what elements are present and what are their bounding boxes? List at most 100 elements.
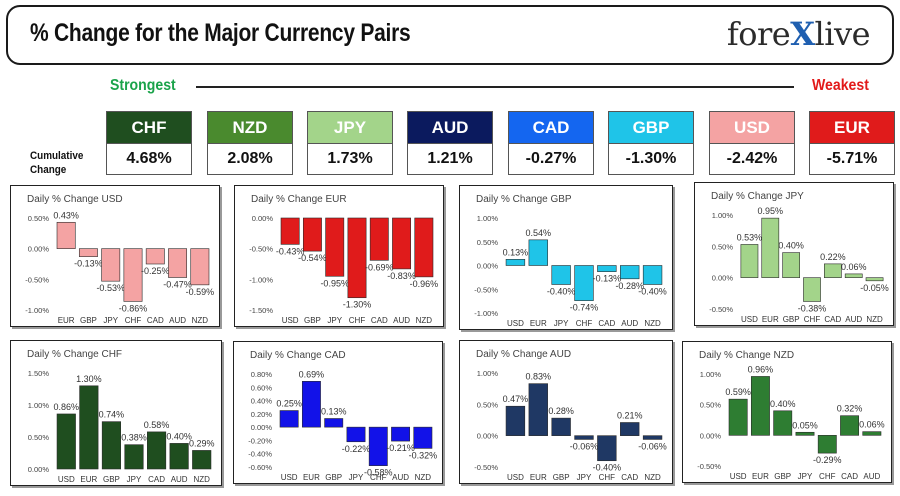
data-label: 0.22% [820, 252, 846, 262]
bar-aud [169, 443, 189, 470]
bar-eur [528, 239, 548, 266]
y-tick-label: -1.00% [249, 275, 273, 284]
chart-cad: Daily % Change CAD0.80%0.60%0.40%0.20%0.… [248, 350, 437, 482]
y-tick-label: 0.00% [252, 214, 274, 223]
data-label: 0.96% [748, 364, 774, 374]
y-tick-label: -0.50% [249, 245, 273, 254]
rank-value: 1.21% [427, 150, 473, 167]
header-banner: % Change for the Major Currency Pairs fo… [6, 5, 894, 65]
bar-cad [620, 422, 640, 436]
chart-panel-gbp: Daily % Change GBP 1.00% 0.50% 0.00% -0.50% -… [459, 185, 673, 330]
category-label: JPY [103, 316, 118, 325]
category-label: NZD [415, 473, 432, 482]
data-label: -0.43% [276, 246, 305, 256]
bar-nzd [414, 217, 434, 278]
data-label: 0.21% [617, 411, 643, 421]
y-tick-label: 0.20% [251, 410, 273, 419]
data-label: -0.40% [547, 287, 576, 297]
rank-cell-cad: CAD -0.27% [508, 111, 594, 175]
bar-eur [761, 217, 780, 278]
y-tick-label: 1.50% [28, 369, 50, 378]
strength-scale-line [196, 86, 794, 88]
bar-jpy [101, 248, 121, 282]
data-label: -0.69% [365, 262, 394, 272]
cumulative-change-label: Cumulative Change [30, 150, 84, 176]
y-tick-label: 1.00% [28, 401, 50, 410]
chart-chf: Daily % Change CHF 1.50% 1.00% 0.50% 0.00% 0.… [27, 349, 214, 484]
category-label: CAD [147, 316, 164, 325]
category-label: NZD [866, 315, 883, 324]
bar-cad [145, 248, 165, 265]
rank-value: 4.68% [126, 150, 172, 167]
chart-title: Daily % Change CHF [27, 349, 122, 360]
chart-title: Daily % Change JPY [711, 191, 804, 202]
bar-gbp [551, 417, 571, 436]
forexlive-logo[interactable]: foreXlive [726, 15, 871, 53]
logo-x: X [790, 15, 815, 53]
category-label: JPY [127, 475, 142, 484]
bar-aud [168, 248, 188, 278]
data-label: 0.43% [53, 210, 79, 220]
y-tick-label: 0.50% [712, 242, 734, 251]
bar-cad [597, 265, 617, 272]
category-label: CHF [576, 319, 593, 328]
category-label: GBP [304, 316, 321, 325]
data-label: 0.06% [841, 262, 867, 272]
bar-aud [392, 217, 412, 270]
bar-cad [840, 415, 860, 436]
logo-text-left: fore [726, 15, 791, 53]
chart-title: Daily % Change GBP [476, 194, 572, 205]
bar-gbp [101, 421, 121, 470]
data-label: 0.38% [121, 433, 147, 443]
page-title: % Change for the Major Currency Pairs [30, 19, 411, 47]
category-label: EUR [80, 475, 97, 484]
y-tick-label: 0.00% [477, 262, 499, 271]
y-tick-label: -0.40% [248, 450, 272, 459]
weakest-label: Weakest [812, 77, 869, 94]
category-label: EUR [530, 319, 547, 328]
category-label: USD [730, 472, 747, 481]
bar-chf [368, 426, 388, 466]
data-label: -0.54% [298, 253, 327, 263]
category-label: JPY [554, 319, 569, 328]
category-label: CAD [148, 475, 165, 484]
category-label: NZD [416, 316, 433, 325]
category-label: JPY [798, 472, 813, 481]
y-tick-label: 0.50% [700, 401, 722, 410]
chart-panel-nzd: Daily % Change NZD 1.00% 0.50% 0.00% -0.50% 0… [682, 341, 892, 483]
category-label: EUR [752, 472, 769, 481]
y-tick-label: 1.00% [477, 214, 499, 223]
rank-value: -5.71% [826, 150, 878, 167]
chart-nzd: Daily % Change NZD 1.00% 0.50% 0.00% -0.50% 0… [697, 350, 884, 481]
category-label: AUD [845, 315, 862, 324]
category-label: JPY [349, 473, 364, 482]
data-label: -0.13% [74, 259, 103, 269]
chart-panel-chf: Daily % Change CHF 1.50% 1.00% 0.50% 0.00% 0.… [10, 340, 222, 486]
bar-nzd [865, 277, 884, 282]
category-label: CAD [621, 473, 638, 482]
bar-nzd [642, 265, 663, 285]
category-label: USD [281, 473, 298, 482]
bar-eur [528, 383, 548, 436]
bar-cad [824, 263, 842, 278]
data-label: -0.74% [570, 303, 599, 313]
y-tick-label: 1.00% [712, 211, 734, 220]
data-label: 0.40% [166, 431, 192, 441]
category-label: JPY [577, 473, 592, 482]
bar-gbp [324, 418, 344, 428]
data-label: -0.40% [638, 287, 667, 297]
rank-cell-eur: EUR -5.71% [809, 111, 895, 175]
rank-currency: GBP [609, 112, 693, 144]
bar-jpy [795, 431, 815, 436]
chart-panel-eur: Daily % Change EUR 0.00% -0.50% -1.00% -1.50… [234, 185, 444, 327]
data-label: 0.05% [792, 420, 818, 430]
chart-title: Daily % Change CAD [250, 350, 346, 361]
rank-currency: JPY [308, 112, 392, 144]
chart-usd: Daily % Change USD 0.50% 0.00% -0.50% -1.00%… [25, 194, 214, 325]
rank-cell-gbp: GBP -1.30% [608, 111, 694, 175]
y-tick-label: 0.50% [28, 433, 50, 442]
bar-chf [574, 265, 594, 301]
bar-jpy [574, 435, 594, 440]
category-label: GBP [325, 473, 342, 482]
data-label: 0.54% [526, 228, 552, 238]
